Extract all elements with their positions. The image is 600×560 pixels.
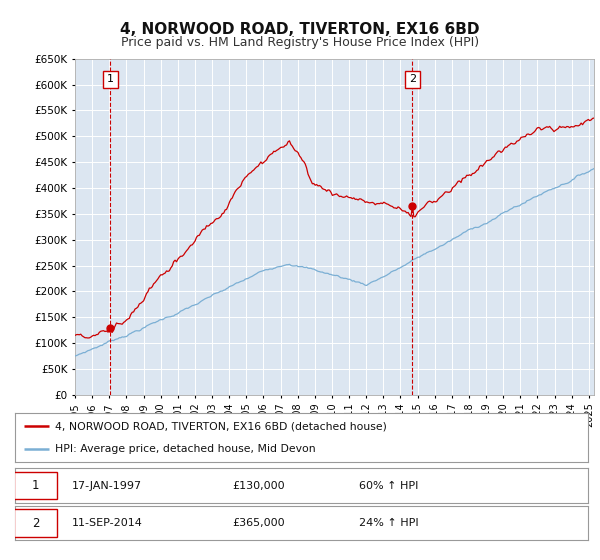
Text: 4, NORWOOD ROAD, TIVERTON, EX16 6BD (detached house): 4, NORWOOD ROAD, TIVERTON, EX16 6BD (det…	[55, 421, 387, 431]
Text: 17-JAN-1997: 17-JAN-1997	[73, 480, 142, 491]
Text: 1: 1	[107, 74, 113, 85]
FancyBboxPatch shape	[14, 472, 57, 499]
Text: 11-SEP-2014: 11-SEP-2014	[73, 518, 143, 528]
Text: HPI: Average price, detached house, Mid Devon: HPI: Average price, detached house, Mid …	[55, 444, 316, 454]
Text: £365,000: £365,000	[233, 518, 286, 528]
Text: 1: 1	[32, 479, 40, 492]
Text: 24% ↑ HPI: 24% ↑ HPI	[359, 518, 418, 528]
Text: 2: 2	[409, 74, 416, 85]
Text: Price paid vs. HM Land Registry's House Price Index (HPI): Price paid vs. HM Land Registry's House …	[121, 36, 479, 49]
Text: 4, NORWOOD ROAD, TIVERTON, EX16 6BD: 4, NORWOOD ROAD, TIVERTON, EX16 6BD	[120, 22, 480, 38]
Text: £130,000: £130,000	[233, 480, 286, 491]
FancyBboxPatch shape	[14, 510, 57, 536]
Text: 2: 2	[32, 516, 40, 530]
Text: 60% ↑ HPI: 60% ↑ HPI	[359, 480, 418, 491]
